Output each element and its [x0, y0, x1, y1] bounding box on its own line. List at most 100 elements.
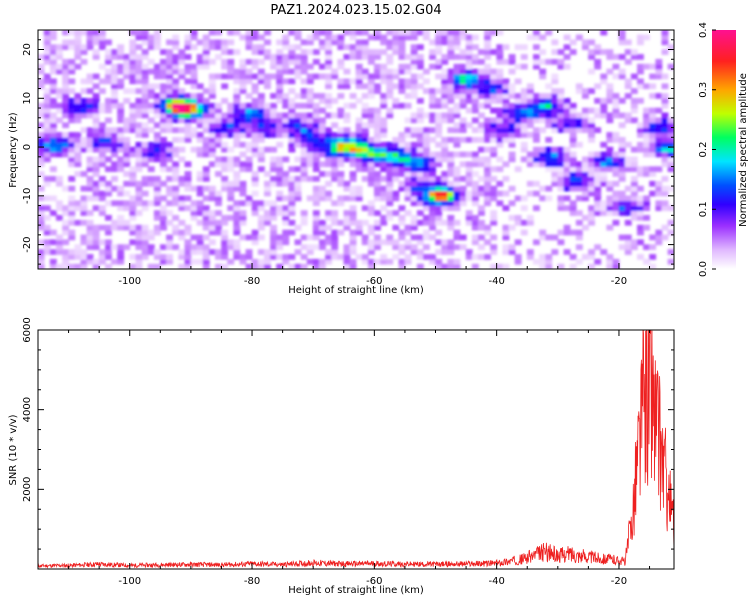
heatmap-cell — [490, 68, 498, 75]
heatmap-cell — [49, 258, 57, 265]
heatmap-cell — [294, 59, 302, 65]
heatmap-cell — [38, 63, 45, 70]
heatmap-cell — [355, 127, 363, 133]
heatmap-cell — [490, 132, 498, 138]
x-tick-label: -20 — [611, 576, 627, 587]
heatmap-cell — [435, 34, 443, 41]
heatmap-cell — [643, 122, 650, 129]
heatmap-cell — [282, 44, 290, 50]
heatmap-cell — [105, 39, 112, 46]
heatmap-cell — [526, 112, 534, 119]
heatmap-cell — [251, 151, 259, 158]
heatmap-cell — [117, 185, 125, 192]
heatmap-cell — [264, 102, 271, 109]
heatmap-cell — [545, 30, 553, 36]
heatmap-cell — [380, 63, 388, 70]
heatmap-cell — [227, 132, 235, 138]
heatmap-cell — [423, 200, 430, 207]
heatmap-cell — [117, 137, 125, 143]
heatmap-cell — [355, 78, 363, 85]
heatmap-cell — [172, 78, 180, 85]
heatmap-cell — [612, 258, 620, 265]
heatmap-cell — [300, 122, 308, 129]
heatmap-cell — [563, 224, 571, 231]
heatmap-cell — [288, 254, 296, 260]
heatmap-cell — [80, 78, 88, 85]
heatmap-cell — [105, 73, 112, 80]
heatmap-cell — [655, 137, 663, 143]
heatmap-cell — [447, 54, 455, 60]
heatmap-cell — [172, 107, 180, 114]
heatmap-cell — [624, 83, 632, 90]
heatmap-cell — [404, 132, 412, 138]
heatmap-cell — [56, 54, 63, 60]
heatmap-cell — [612, 98, 620, 104]
heatmap-cell — [361, 93, 369, 99]
heatmap-cell — [416, 185, 424, 192]
heatmap-cell — [484, 78, 491, 85]
heatmap-cell — [117, 44, 125, 50]
heatmap-cell — [459, 49, 467, 55]
heatmap-cell — [337, 176, 345, 182]
heatmap-cell — [208, 93, 216, 99]
heatmap-cell — [129, 146, 137, 153]
heatmap-cell — [98, 161, 106, 168]
heatmap-cell — [471, 215, 479, 221]
heatmap-cell — [551, 112, 559, 119]
heatmap-cell — [490, 249, 498, 255]
heatmap-cell — [233, 98, 241, 104]
heatmap-cell — [153, 137, 161, 143]
heatmap-cell — [184, 68, 192, 75]
heatmap-cell — [135, 122, 143, 129]
heatmap-cell — [233, 180, 241, 187]
heatmap-cell — [300, 263, 308, 269]
heatmap-cell — [276, 161, 284, 168]
heatmap-cell — [600, 156, 608, 163]
heatmap-cell — [514, 127, 522, 133]
heatmap-cell — [398, 39, 406, 46]
heatmap-cell — [288, 49, 296, 55]
heatmap-cell — [349, 210, 357, 216]
heatmap-cell — [43, 88, 51, 94]
heatmap-cell — [215, 54, 222, 60]
heatmap-cell — [661, 146, 669, 153]
heatmap-cell — [276, 98, 284, 104]
heatmap-cell — [624, 49, 632, 55]
heatmap-cell — [514, 98, 522, 104]
heatmap-cell — [202, 39, 210, 46]
heatmap-cell — [312, 141, 320, 148]
heatmap-cell — [331, 210, 339, 216]
heatmap-cell — [447, 127, 455, 133]
heatmap-cell — [117, 254, 125, 260]
heatmap-cell — [331, 200, 339, 207]
heatmap-cell — [392, 39, 400, 46]
heatmap-cell — [129, 107, 137, 114]
heatmap-cell — [153, 83, 161, 90]
heatmap-cell — [325, 254, 332, 260]
heatmap-cell — [111, 83, 118, 90]
heatmap-cell — [270, 73, 277, 80]
heatmap-cell — [502, 83, 510, 90]
heatmap-cell — [257, 132, 265, 138]
heatmap-cell — [135, 244, 143, 250]
heatmap-cell — [600, 205, 608, 211]
heatmap-cell — [166, 78, 173, 85]
heatmap-cell — [190, 30, 198, 36]
heatmap-cell — [74, 132, 82, 138]
heatmap-cell — [172, 200, 180, 207]
heatmap-cell — [630, 146, 638, 153]
heatmap-cell — [153, 210, 161, 216]
heatmap-cell — [319, 224, 326, 231]
heatmap-cell — [392, 151, 400, 158]
heatmap-cell — [38, 219, 45, 226]
heatmap-cell — [178, 200, 186, 207]
heatmap-cell — [282, 63, 290, 70]
heatmap-cell — [141, 176, 149, 182]
heatmap-cell — [49, 146, 57, 153]
heatmap-cell — [496, 122, 504, 129]
heatmap-cell — [160, 112, 167, 119]
heatmap-cell — [588, 190, 595, 197]
heatmap-cell — [490, 117, 498, 124]
heatmap-cell — [514, 195, 522, 202]
